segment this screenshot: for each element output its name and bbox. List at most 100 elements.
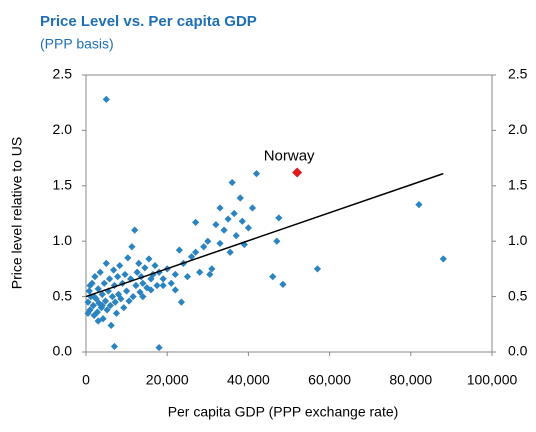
point	[238, 217, 246, 225]
point	[101, 297, 110, 305]
point	[105, 275, 114, 283]
y2-tick-label: 2.5	[508, 66, 528, 82]
point	[128, 243, 136, 251]
point	[133, 268, 141, 276]
point	[102, 259, 110, 267]
point	[120, 304, 128, 312]
point	[206, 270, 214, 279]
point	[200, 243, 208, 251]
point	[279, 280, 287, 289]
point	[92, 295, 100, 303]
point	[85, 287, 93, 295]
point	[139, 293, 147, 301]
point	[155, 343, 163, 352]
point	[273, 237, 281, 245]
point	[84, 309, 92, 317]
point	[95, 299, 103, 307]
point	[114, 290, 123, 298]
point	[86, 281, 94, 290]
point	[90, 293, 98, 301]
y2-tick-label: 0.5	[508, 287, 528, 303]
point	[212, 220, 220, 229]
y2-tick-label: 2.0	[508, 121, 528, 137]
point	[94, 317, 102, 325]
chart-title: Price Level vs. Per capita GDP	[40, 13, 257, 30]
highlight-label: Norway	[264, 147, 315, 164]
point	[275, 214, 283, 222]
point	[124, 254, 132, 262]
point	[159, 275, 167, 283]
point	[216, 239, 224, 248]
point	[100, 279, 108, 287]
point	[192, 248, 200, 256]
point	[108, 293, 116, 301]
point	[208, 265, 216, 273]
point	[110, 342, 119, 351]
y-tick-label: 2.0	[53, 121, 73, 137]
point	[159, 281, 167, 290]
point	[123, 287, 131, 295]
plot-frame	[85, 74, 493, 353]
point	[248, 204, 257, 212]
point	[167, 279, 175, 287]
y2-tick-label: 0.0	[508, 343, 528, 359]
point	[145, 255, 153, 263]
point	[141, 264, 149, 272]
x-tick-label: 40,000	[227, 372, 270, 388]
point	[116, 261, 124, 270]
point	[129, 293, 137, 301]
point	[99, 315, 107, 323]
y-axis-label: Price level relative to US	[9, 137, 25, 290]
point	[106, 301, 114, 310]
point	[136, 288, 144, 296]
x-axis-label: Per capita GDP (PPP exchange rate)	[168, 404, 399, 420]
point	[177, 298, 186, 306]
point	[171, 270, 179, 279]
point	[102, 95, 110, 103]
point	[110, 281, 119, 290]
x-tick-label: 20,000	[146, 372, 189, 388]
trend-line	[85, 172, 444, 298]
point	[131, 226, 139, 234]
x-tick-label: 0	[82, 372, 90, 388]
y2-tick-label: 1.0	[508, 232, 528, 248]
point	[415, 201, 423, 209]
chart-subtitle: (PPP basis)	[40, 36, 114, 52]
point	[91, 273, 99, 281]
point	[269, 273, 277, 281]
point	[117, 295, 125, 303]
point	[204, 237, 212, 245]
point	[183, 273, 192, 281]
point	[224, 215, 232, 223]
x-tick-label: 60,000	[308, 372, 351, 388]
point	[439, 255, 447, 263]
point	[88, 279, 96, 287]
point	[196, 268, 204, 276]
point	[89, 301, 97, 310]
point	[230, 209, 238, 218]
point	[135, 259, 143, 267]
point	[139, 279, 147, 287]
point	[107, 321, 115, 330]
point	[232, 232, 240, 240]
y-tick-label: 1.0	[53, 232, 73, 248]
point	[98, 301, 106, 310]
point	[143, 284, 151, 292]
y-tick-label: 2.5	[53, 66, 73, 82]
point	[175, 246, 183, 254]
y2-tick-label: 1.5	[508, 177, 528, 193]
point	[220, 226, 228, 234]
point	[171, 286, 179, 294]
point	[90, 311, 98, 320]
point	[187, 253, 196, 261]
point	[244, 224, 252, 232]
x-tick-label: 80,000	[389, 372, 432, 388]
point	[125, 297, 133, 305]
point	[236, 194, 244, 202]
point	[228, 178, 236, 187]
point	[153, 281, 161, 290]
point	[112, 309, 121, 317]
point	[151, 261, 159, 270]
point	[121, 270, 129, 279]
